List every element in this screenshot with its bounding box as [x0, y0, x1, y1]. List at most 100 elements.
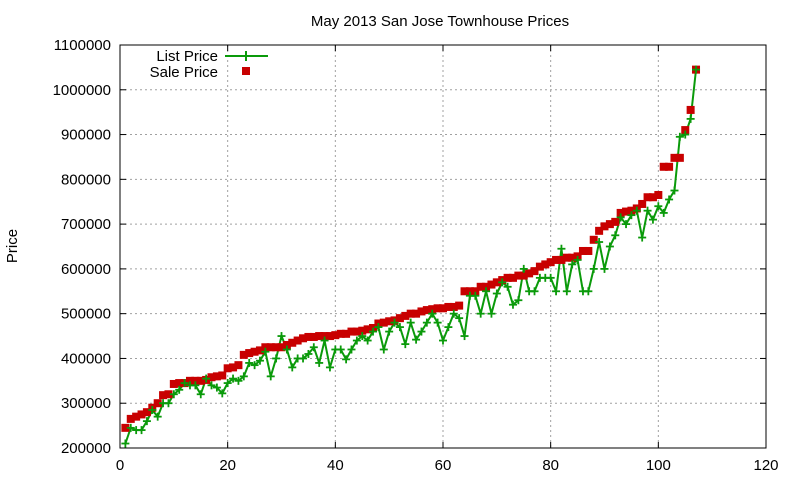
plot-frame — [119, 44, 767, 449]
x-tick-label: 60 — [435, 457, 452, 474]
point-sale-price — [439, 304, 447, 313]
y-tick-label: 300000 — [61, 395, 111, 412]
point-list-price — [605, 242, 614, 251]
point-sale-price — [191, 376, 200, 385]
point-sale-price — [482, 282, 491, 291]
point-sale-price — [471, 287, 480, 296]
point-sale-price — [417, 307, 426, 316]
y-tick-label: 1100000 — [54, 37, 111, 54]
point-sale-price — [320, 332, 329, 341]
point-sale-price — [654, 191, 663, 200]
point-list-price — [282, 345, 291, 354]
point-list-price — [492, 289, 501, 298]
y-tick-label: 400000 — [61, 350, 111, 367]
legend: List Price Sale Price — [150, 48, 268, 81]
point-list-price — [352, 336, 361, 345]
point-list-price — [234, 376, 243, 385]
legend-label-sale-price: Sale Price — [150, 64, 218, 81]
point-sale-price — [600, 222, 609, 231]
point-list-price — [616, 213, 625, 222]
point-list-price — [229, 374, 238, 383]
point-sale-price — [207, 373, 216, 382]
point-sale-price — [422, 306, 431, 315]
point-list-price — [390, 318, 399, 327]
point-sale-price — [245, 349, 254, 358]
point-list-price — [299, 354, 308, 363]
point-list-price — [482, 287, 491, 296]
point-list-price — [255, 356, 264, 365]
point-list-price — [686, 114, 695, 123]
point-sale-price — [132, 412, 141, 421]
point-list-price — [401, 340, 410, 349]
point-sale-price — [309, 332, 318, 341]
point-sale-price — [492, 278, 501, 287]
point-list-price — [342, 355, 351, 364]
point-sale-price — [164, 390, 173, 399]
point-sale-price — [325, 332, 334, 341]
point-sale-price — [595, 226, 604, 235]
point-sale-price — [218, 371, 227, 380]
point-list-price — [449, 309, 458, 318]
point-list-price — [347, 345, 356, 354]
point-sale-price — [185, 376, 194, 385]
point-list-price — [266, 372, 275, 381]
point-sale-price — [299, 334, 308, 343]
point-list-price — [595, 238, 604, 247]
x-tick-label: 100 — [646, 457, 671, 474]
point-sale-price — [659, 162, 668, 171]
point-list-price — [573, 255, 582, 264]
point-list-price — [648, 215, 657, 224]
point-list-price — [455, 314, 464, 323]
x-tick-label: 40 — [327, 457, 344, 474]
point-list-price — [681, 130, 690, 139]
point-list-price — [428, 309, 437, 318]
legend-label-list-price: List Price — [156, 48, 218, 65]
point-sale-price — [153, 399, 162, 408]
point-sale-price — [541, 260, 550, 269]
point-list-price — [223, 379, 232, 388]
point-sale-price — [395, 314, 404, 323]
point-sale-price — [627, 206, 636, 215]
point-sale-price — [514, 271, 523, 280]
point-sale-price — [530, 267, 539, 276]
x-tick-label: 80 — [542, 457, 559, 474]
point-sale-price — [336, 329, 345, 338]
point-sale-price — [460, 287, 469, 296]
point-sale-price — [347, 327, 356, 336]
point-sale-price — [223, 364, 232, 373]
point-list-price — [406, 318, 415, 327]
point-list-price — [546, 273, 555, 282]
y-tick-label: 800000 — [61, 171, 111, 188]
point-list-price — [530, 287, 539, 296]
point-list-price — [304, 349, 313, 358]
point-sale-price — [589, 235, 598, 244]
point-list-price — [638, 233, 647, 242]
point-sale-price — [266, 343, 275, 352]
point-list-price — [379, 345, 388, 354]
point-sale-price — [169, 379, 178, 388]
point-list-price — [503, 282, 512, 291]
point-list-price — [196, 390, 205, 399]
point-list-price — [245, 358, 254, 367]
point-sale-price — [229, 363, 238, 372]
point-sale-price — [304, 332, 313, 341]
point-sale-price — [401, 311, 410, 320]
point-sale-price — [503, 273, 512, 282]
point-sale-price — [137, 410, 146, 419]
point-list-price — [325, 363, 334, 372]
point-list-price — [417, 327, 426, 336]
point-sale-price — [159, 391, 168, 400]
point-sale-price — [385, 317, 394, 326]
point-list-price — [137, 426, 146, 435]
point-list-price — [218, 389, 227, 398]
tick-labels: 0 20 40 60 80 100 120 200000 300000 400000 500000 6… — [53, 37, 779, 474]
point-list-price — [692, 65, 701, 74]
point-sale-price — [455, 301, 464, 310]
point-list-price — [670, 186, 679, 195]
point-sale-price — [315, 332, 324, 341]
point-list-price — [272, 354, 281, 363]
point-list-price — [659, 208, 668, 217]
point-sale-price — [525, 269, 534, 278]
point-list-price — [202, 374, 211, 383]
point-list-price — [261, 347, 270, 356]
